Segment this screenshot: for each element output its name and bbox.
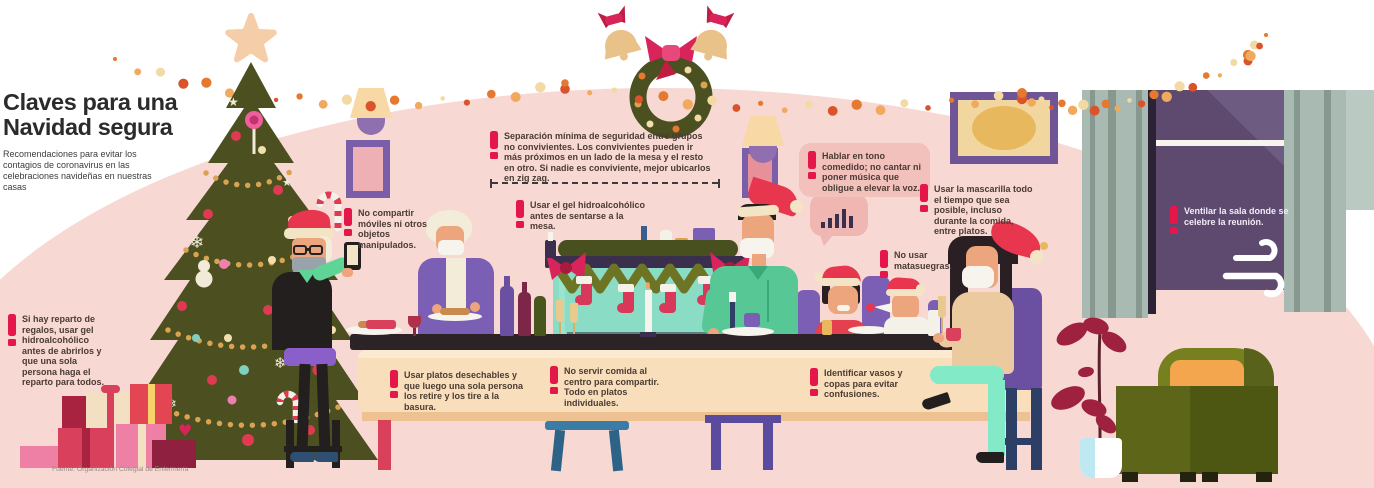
distance-dashed-line [490, 179, 720, 188]
note-text: Identificar vasos y copas para evitar co… [824, 368, 903, 400]
note-tone: Hablar en tono comedido; no cantar ni po… [808, 151, 930, 193]
note-glasses: Identificar vasos y copas para evitar co… [810, 368, 928, 400]
face-mask [438, 240, 464, 255]
picture-frame-small-left [346, 140, 390, 198]
curtain-left [1082, 90, 1148, 318]
exclamation-icon [344, 208, 352, 236]
tone-bubble [799, 143, 930, 197]
bell-right-icon [690, 5, 735, 61]
exclamation-icon [880, 250, 888, 278]
face-mask [962, 266, 994, 288]
candle [645, 290, 652, 334]
note-party-horn: No usar matasuegras. [880, 250, 980, 278]
note-text: No compartir móviles ni otros objetos ma… [358, 208, 428, 250]
stool [545, 421, 629, 472]
title-line-2: Navidad segura [3, 114, 173, 141]
candy-cane-icon [276, 191, 342, 424]
chair-legs [705, 415, 781, 470]
party-horn-icon [874, 303, 892, 313]
bottle [500, 286, 514, 336]
champagne-flute [570, 303, 578, 323]
armchair [1116, 348, 1278, 482]
note-text: Separación mínima de seguridad entre gru… [504, 131, 711, 184]
wine-glass [408, 316, 421, 328]
note-text: Usar la mascarilla todo el tiempo que se… [934, 184, 1033, 237]
note-food: No servir comida al centro para comparti… [550, 366, 678, 408]
curtain-right [1284, 90, 1346, 312]
plant [1051, 317, 1127, 439]
lollipop-icon [245, 111, 263, 154]
table-leg [378, 420, 391, 470]
frame-oval [972, 106, 1036, 150]
sound-bars-icon [821, 209, 853, 228]
page-subtitle: Recomendaciones para evitar los contagio… [3, 149, 152, 192]
curtain-right-panel [1346, 90, 1374, 210]
bottle [518, 292, 531, 336]
speech-bubble-tail [820, 235, 833, 246]
plant-pot [1080, 438, 1122, 478]
tree-star-icon [225, 13, 277, 63]
page-title: Claves para una Navidad segura [3, 89, 178, 141]
exclamation-icon [490, 131, 498, 159]
exclamation-icon [390, 370, 398, 398]
note-mask: Usar la mascarilla todo el tiempo que se… [920, 184, 1040, 237]
note-plates: Usar platos desechables y que luego una … [390, 370, 532, 412]
stocking [575, 276, 592, 306]
bell-left-icon [597, 5, 642, 61]
snowman-icon [195, 260, 213, 288]
champagne-flute [556, 300, 564, 322]
heart-ornament-icon: ♥ [178, 421, 192, 440]
bottle [534, 296, 546, 336]
exclamation-icon [808, 151, 816, 179]
source-credit: Fuente: Organización Colegial de Enferme… [52, 466, 189, 473]
candlestick [730, 300, 735, 334]
title-line-1: Claves para una [3, 89, 178, 115]
note-phones: No compartir móviles ni otros objetos ma… [344, 208, 459, 250]
window-frame [1148, 90, 1156, 314]
exclamation-icon [550, 366, 558, 394]
snowflake-icon: ❄ [190, 233, 204, 253]
exclamation-icon [810, 368, 818, 396]
note-text: No servir comida al centro para comparti… [564, 366, 660, 408]
note-gifts: Si hay reparto de regalos, usar gel hidr… [8, 314, 120, 388]
note-separation: Separación mínima de seguridad entre gru… [490, 131, 722, 184]
note-text: Ventilar la sala donde se celebre la reu… [1184, 206, 1289, 227]
window-sash [1156, 140, 1284, 146]
exclamation-icon [920, 184, 928, 212]
note-text: Hablar en tono comedido; no cantar ni po… [822, 151, 922, 193]
picture-frame-large [950, 92, 1058, 164]
note-gel: Usar el gel hidroalcohólico antes de sen… [516, 200, 658, 232]
wind-icon [1222, 239, 1285, 298]
mantel-garland [558, 240, 738, 258]
table-underside [362, 412, 1030, 421]
snowflake-icon: ❄ [274, 354, 287, 372]
exclamation-icon [8, 314, 16, 346]
wall-lamp-right [742, 116, 784, 164]
stocking [659, 284, 676, 314]
speech-bubble [810, 194, 868, 236]
star-ornament-icon: ★ [282, 176, 292, 189]
table-top [350, 334, 1038, 350]
face-mask [740, 238, 774, 258]
note-ventilation: Ventilar la sala donde se celebre la reu… [1170, 206, 1310, 234]
note-text: No usar matasuegras. [894, 250, 953, 271]
note-text: Si hay reparto de regalos, usar gel hidr… [22, 314, 105, 388]
note-text: Usar platos desechables y que luego una … [404, 370, 524, 412]
bow-left [546, 252, 586, 280]
champagne-flute [938, 296, 946, 318]
milk-glass [928, 310, 940, 336]
gel-bottle [545, 240, 556, 258]
exclamation-icon [1170, 206, 1178, 234]
exclamation-icon [516, 200, 524, 228]
note-text: Usar el gel hidroalcohólico antes de sen… [530, 200, 646, 232]
stocking [617, 284, 634, 314]
star-ornament-icon: ★ [228, 95, 239, 109]
glasses-icon [309, 245, 323, 255]
